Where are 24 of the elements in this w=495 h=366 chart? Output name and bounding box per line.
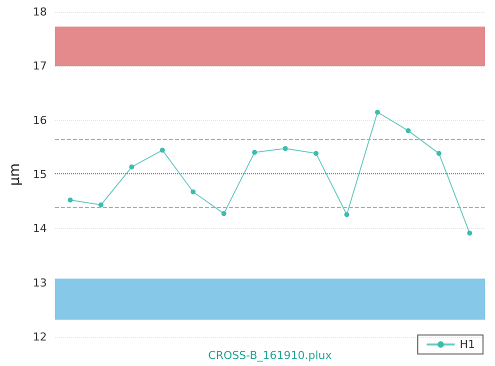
point bbox=[221, 211, 226, 216]
y-tick-label: 12 bbox=[32, 330, 47, 344]
point bbox=[314, 150, 319, 156]
point bbox=[129, 164, 134, 170]
y-tick-label: 17 bbox=[32, 60, 47, 73]
x-axis-title: CROSS-B_161910.plux bbox=[208, 349, 332, 362]
point bbox=[406, 128, 411, 134]
point bbox=[160, 148, 165, 153]
legend-label: H1 bbox=[460, 338, 476, 351]
point bbox=[252, 150, 258, 155]
y-tick-label: 18 bbox=[32, 6, 47, 18]
y-tick-label: 13 bbox=[32, 276, 47, 290]
point bbox=[344, 212, 350, 218]
y-tick-label: 14 bbox=[32, 222, 47, 236]
y-tick-label: 15 bbox=[32, 168, 47, 182]
point bbox=[98, 202, 104, 208]
point bbox=[436, 150, 442, 156]
y-tick-label: 16 bbox=[32, 114, 47, 127]
point bbox=[68, 198, 73, 203]
point bbox=[374, 110, 380, 115]
point bbox=[282, 146, 288, 152]
point bbox=[190, 189, 196, 194]
point bbox=[467, 230, 472, 236]
y-axis-title: μm bbox=[7, 163, 23, 186]
